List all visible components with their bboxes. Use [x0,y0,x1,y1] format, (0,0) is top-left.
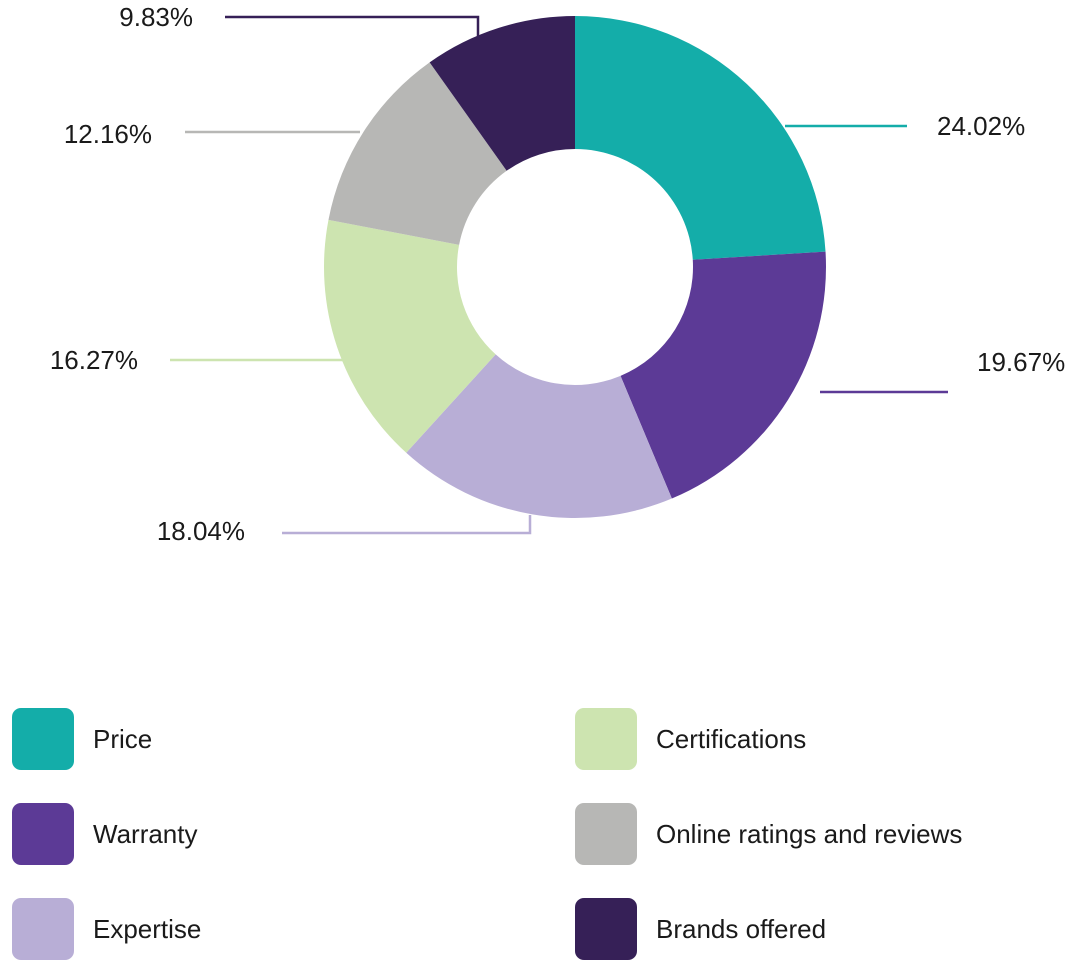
legend-swatch [575,898,637,960]
legend-swatch [12,898,74,960]
legend-label: Expertise [93,914,201,944]
legend-swatch [575,708,637,770]
leader-line [225,15,480,40]
donut-slice [406,354,672,519]
data-label: 18.04% [157,516,245,546]
data-label: 9.83% [119,2,193,32]
donut-slice [324,219,496,453]
legend-label: Brands offered [656,914,826,944]
data-label: 24.02% [937,111,1025,141]
donut-slice [429,16,575,171]
legend-label: Certifications [656,724,806,754]
data-label: 12.16% [64,119,152,149]
legend-swatch [12,708,74,770]
data-label: 19.67% [977,347,1065,377]
donut-slice [328,62,507,245]
legend-label: Price [93,724,152,754]
legend-label: Online ratings and reviews [656,819,962,849]
legend-swatch [575,803,637,865]
legend-swatch [12,803,74,865]
legend-label: Warranty [93,819,198,849]
leader-line [282,515,532,535]
donut-slice [620,251,827,499]
donut-slice [575,16,826,260]
data-label: 16.27% [50,345,138,375]
